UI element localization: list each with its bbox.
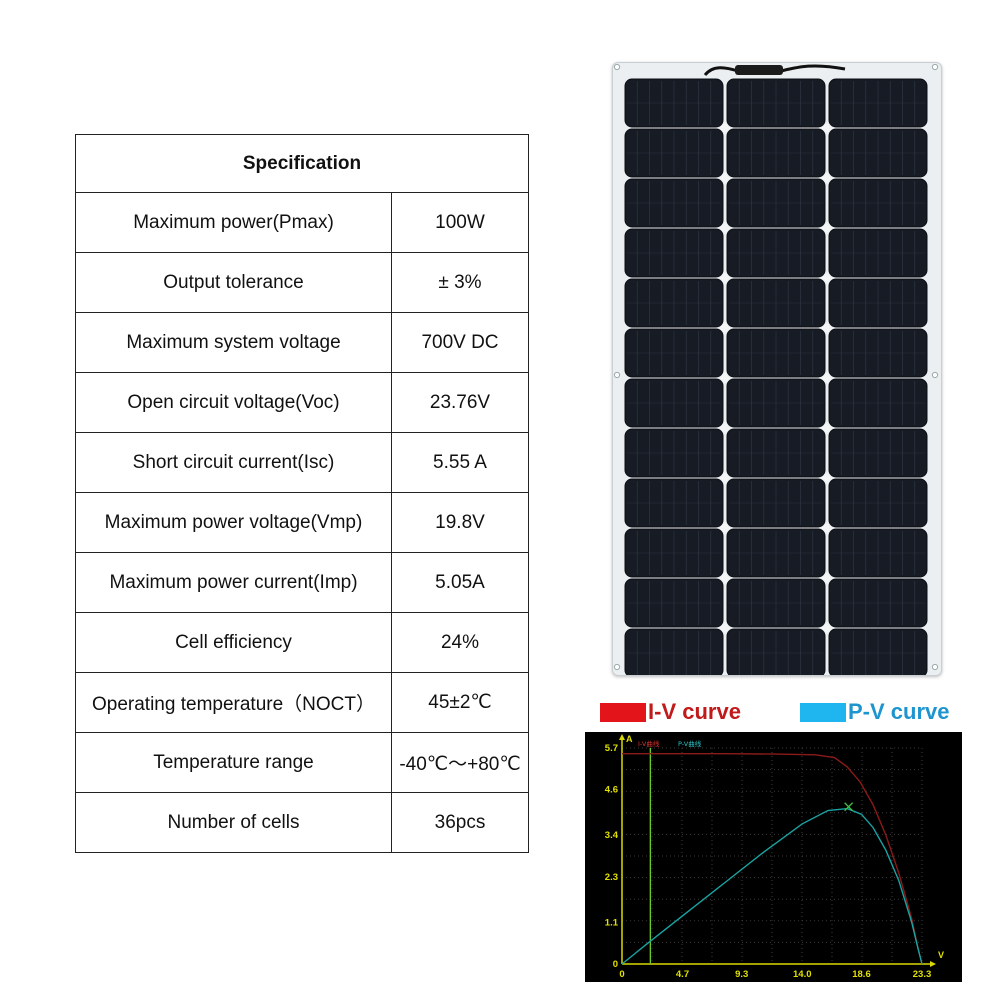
table-row: Maximum power(Pmax) 100W [75,192,529,253]
spec-label: Temperature range [75,732,392,793]
y-tick-label: 5.7 [605,743,618,754]
table-row: Temperature range -40℃～+80℃ [75,732,529,793]
spec-value: 5.05A [391,552,529,613]
junction-box [735,65,783,75]
x-tick-label: 4.7 [676,969,689,980]
x-tick-label: 0 [619,969,624,980]
solar-panel-image [612,62,942,676]
spec-value: 23.76V [391,372,529,433]
spec-value: 24% [391,612,529,673]
y-axis-unit: A [626,734,633,744]
iv-pv-chart-svg: V A 0 4.7 9.3 14.0 18.6 23.3 0 1.1 2.3 3.4 4.6 5.7 I-V… [605,734,944,980]
table-row: Cell efficiency 24% [75,612,529,673]
spec-value: 19.8V [391,492,529,553]
table-row: Short circuit current(Isc) 5.55 A [75,432,529,493]
table-row: Open circuit voltage(Voc) 23.76V [75,372,529,433]
spec-label: Operating temperature（NOCT） [75,672,392,733]
iv-pv-chart: V A 0 4.7 9.3 14.0 18.6 23.3 0 1.1 2.3 3.4 4.6 5.7 I-V… [585,732,962,982]
legend-iv-label: I-V curve [648,699,741,724]
spec-label: Maximum power(Pmax) [75,192,392,253]
spec-value: ± 3% [391,252,529,313]
spec-value: 45±2℃ [391,672,529,733]
spec-label: Short circuit current(Isc) [75,432,392,493]
spec-value: -40℃～+80℃ [391,732,529,793]
mpp-marker [844,802,854,812]
y-tick-label: 0 [613,959,618,970]
iv-curve-line [622,753,923,965]
spec-label: Open circuit voltage(Voc) [75,372,392,433]
table-header-row: Specification [75,134,529,193]
iv-series-label: I-V曲线 [638,739,660,748]
legend-pv: P-V curve [800,697,950,727]
legend-pv-label: P-V curve [848,699,950,724]
legend-iv: I-V curve [600,697,741,727]
solar-panel-graphic [613,63,939,675]
spec-value: 100W [391,192,529,253]
y-axis-arrow [619,734,625,740]
table-row: Number of cells 36pcs [75,792,529,853]
table-row: Maximum system voltage 700V DC [75,312,529,373]
y-tick-label: 1.1 [605,917,619,928]
legend-iv-swatch [600,702,646,722]
y-tick-label: 4.6 [605,785,618,796]
x-tick-label: 9.3 [735,969,748,980]
table-row: Operating temperature（NOCT） 45±2℃ [75,672,529,733]
table-row: Maximum power voltage(Vmp) 19.8V [75,492,529,553]
legend-pv-swatch [800,702,846,722]
spec-label: Number of cells [75,792,392,853]
spec-value: 5.55 A [391,432,529,493]
spec-label: Maximum power current(Imp) [75,552,392,613]
solar-cells [624,78,928,675]
spec-label: Cell efficiency [75,612,392,673]
y-tick-label: 2.3 [605,872,618,883]
spec-value: 36pcs [391,792,529,853]
spec-label: Maximum system voltage [75,312,392,373]
table-body: Maximum power(Pmax) 100W Output tolerance ±… [75,192,529,853]
spec-label: Maximum power voltage(Vmp) [75,492,392,553]
x-tick-label: 23.3 [913,969,932,980]
x-axis-arrow [930,961,936,967]
table-row: Maximum power current(Imp) 5.05A [75,552,529,613]
spec-label: Output tolerance [75,252,392,313]
x-axis-unit: V [938,950,944,960]
table-title: Specification [75,134,529,193]
x-tick-label: 18.6 [852,969,871,980]
specification-table: Specification Maximum power(Pmax) 100W Out… [75,134,529,853]
pv-series-label: P-V曲线 [678,739,702,748]
spec-value: 700V DC [391,312,529,373]
y-tick-label: 3.4 [605,830,619,841]
chart-grid [622,747,923,964]
table-row: Output tolerance ± 3% [75,252,529,313]
x-tick-label: 14.0 [793,969,812,980]
